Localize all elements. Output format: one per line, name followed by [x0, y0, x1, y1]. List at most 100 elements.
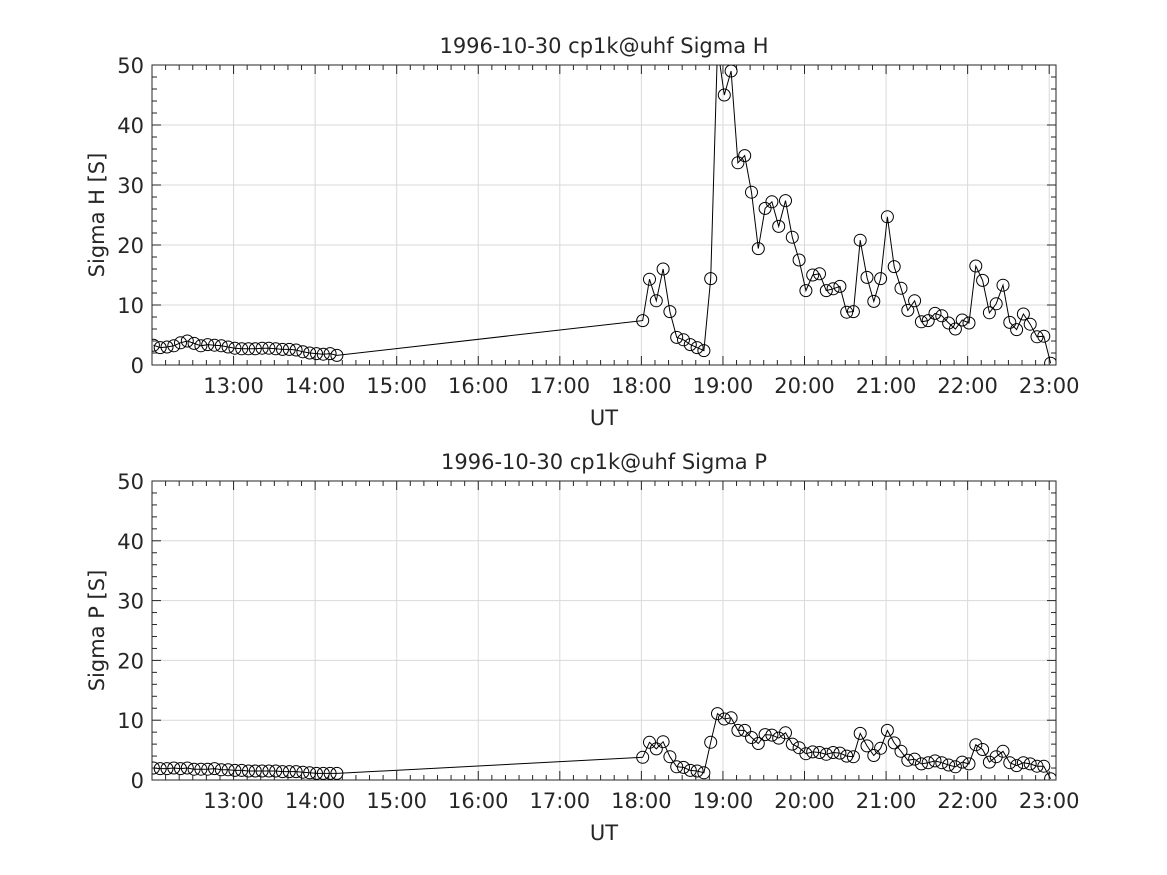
- y-tick-label: 30: [117, 174, 144, 198]
- data-point: [846, 750, 860, 764]
- data-point: [846, 305, 860, 319]
- data-point: [242, 342, 255, 356]
- data-point: [874, 741, 888, 755]
- data-point: [1023, 317, 1037, 331]
- x-tick-label: 21:00: [856, 789, 917, 813]
- data-point: [853, 233, 867, 247]
- data-point: [867, 294, 881, 308]
- x-tick-label: 22:00: [937, 789, 998, 813]
- data-point: [711, 707, 724, 721]
- data-point: [731, 723, 745, 737]
- data-point: [758, 201, 772, 215]
- data-point: [235, 342, 249, 356]
- data-point: [255, 341, 269, 355]
- x-tick-label: 22:00: [937, 374, 998, 398]
- data-point: [826, 282, 840, 296]
- data-point: [248, 764, 262, 778]
- x-tick-label: 13:00: [203, 789, 264, 813]
- data-point: [717, 712, 731, 726]
- x-tick-label: 16:00: [448, 789, 509, 813]
- x-tick-label: 14:00: [285, 789, 346, 813]
- data-point: [738, 149, 752, 163]
- data-point: [1037, 329, 1051, 343]
- x-tick-label: 18:00: [611, 374, 672, 398]
- data-point: [316, 766, 330, 780]
- data-point: [636, 314, 650, 328]
- data-point: [303, 766, 317, 780]
- x-tick-label: 19:00: [693, 374, 754, 398]
- data-point: [1016, 756, 1030, 770]
- data-point: [908, 294, 922, 308]
- data-point: [636, 750, 650, 764]
- data-point: [194, 762, 208, 776]
- data-point: [989, 750, 1003, 764]
- data-point: [289, 765, 303, 779]
- data-point: [880, 723, 894, 737]
- series-line: [153, 712, 1052, 780]
- data-point: [806, 745, 820, 759]
- data-point: [887, 260, 901, 274]
- data-point: [296, 765, 310, 779]
- y-tick-label: 20: [117, 649, 144, 673]
- data-point: [1044, 772, 1056, 780]
- data-point: [921, 314, 935, 328]
- x-tick-label: 23:00: [1019, 374, 1080, 398]
- data-point: [724, 65, 738, 78]
- data-point: [221, 340, 235, 354]
- data-point: [656, 262, 670, 276]
- data-point: [201, 762, 215, 776]
- x-tick-label: 20:00: [774, 374, 835, 398]
- data-point: [887, 736, 901, 750]
- data-point: [928, 754, 942, 768]
- data-point: [819, 284, 833, 298]
- data-point: [174, 762, 187, 776]
- data-point: [813, 267, 826, 281]
- data-point: [330, 348, 344, 362]
- data-point: [282, 765, 296, 779]
- data-point: [670, 760, 684, 774]
- data-point: [704, 735, 718, 749]
- data-point: [1023, 757, 1037, 771]
- y-axis-label: Sigma H [S]: [85, 153, 109, 278]
- data-point: [228, 763, 242, 777]
- data-point: [969, 259, 983, 273]
- data-point: [914, 315, 928, 329]
- data-point: [860, 739, 874, 753]
- data-point: [758, 728, 772, 742]
- data-point: [697, 344, 711, 358]
- data-point: [208, 762, 221, 776]
- x-tick-label: 20:00: [774, 789, 835, 813]
- data-point: [779, 194, 792, 208]
- data-point: [806, 268, 820, 282]
- data-point: [745, 185, 758, 199]
- x-tick-label: 19:00: [693, 789, 754, 813]
- axes-box: [151, 480, 1057, 781]
- data-point: [1010, 759, 1024, 773]
- data-point: [962, 316, 976, 330]
- x-tick-label: 21:00: [856, 374, 917, 398]
- data-point: [928, 306, 942, 320]
- data-point: [1037, 759, 1051, 773]
- x-tick-label: 15:00: [366, 789, 427, 813]
- data-point: [982, 755, 996, 769]
- data-point: [656, 735, 670, 749]
- data-point: [663, 305, 677, 319]
- data-point: [697, 766, 711, 780]
- data-point: [942, 758, 956, 772]
- y-tick-label: 40: [117, 114, 144, 138]
- data-point: [955, 313, 969, 327]
- y-tick-label: 10: [117, 709, 144, 733]
- data-point: [894, 281, 908, 295]
- data-point: [779, 726, 792, 740]
- data-point: [724, 711, 738, 725]
- data-point: [214, 763, 228, 777]
- data-point: [214, 339, 228, 353]
- data-point: [901, 753, 915, 767]
- y-axis-label: Sigma P [S]: [85, 570, 109, 692]
- data-point: [262, 764, 276, 778]
- data-point: [310, 766, 323, 780]
- data-point: [160, 762, 174, 776]
- data-point: [704, 272, 718, 286]
- data-point: [167, 761, 181, 775]
